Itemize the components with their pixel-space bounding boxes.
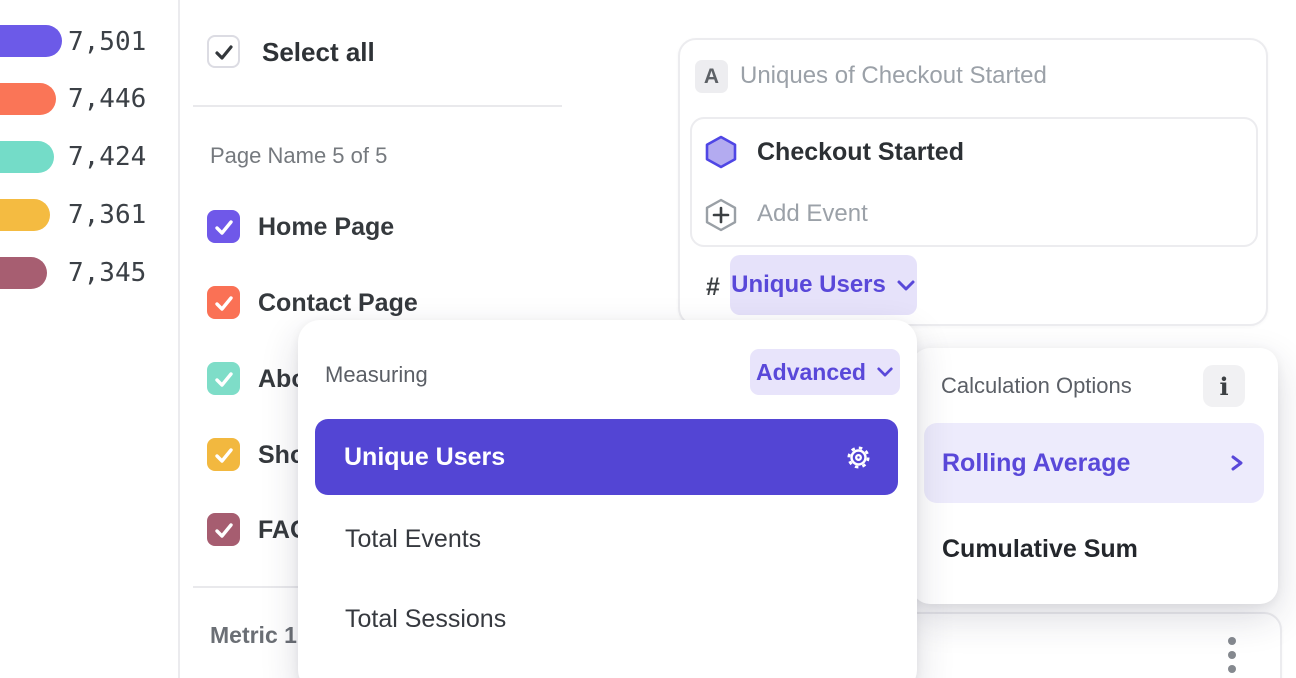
checkbox-shop-page[interactable] (207, 438, 240, 471)
event-group-card (690, 117, 1258, 247)
legend-value: 7,361 (68, 200, 147, 230)
chevron-right-icon (1231, 455, 1243, 471)
checkmark-icon (214, 295, 233, 311)
legend-value: 7,501 (68, 27, 147, 57)
calculation-options-title: Calculation Options (941, 373, 1132, 398)
chevron-down-icon (877, 367, 893, 377)
legend-value: 7,345 (68, 258, 147, 288)
measuring-menu: Measuring Advanced Unique Users Total Ev… (298, 320, 917, 678)
kebab-menu-icon[interactable] (1228, 637, 1236, 673)
measuring-mode-dropdown[interactable]: Advanced (750, 349, 900, 395)
legend-bar (0, 199, 50, 231)
event-hexagon-icon (705, 135, 737, 169)
menu-item-label: Rolling Average (942, 448, 1131, 477)
legend-bar (0, 257, 47, 289)
checkbox-about-page[interactable] (207, 362, 240, 395)
add-event-icon[interactable] (703, 197, 739, 233)
list-item-label[interactable]: Home Page (258, 213, 395, 241)
section-divider (193, 105, 562, 107)
select-all-checkbox[interactable] (207, 35, 240, 68)
legend-value: 7,424 (68, 142, 147, 172)
checkmark-icon (214, 447, 233, 463)
checkmark-icon (214, 219, 233, 235)
panel-divider (178, 0, 180, 678)
gear-icon[interactable] (845, 444, 872, 471)
menu-item-total-sessions[interactable]: Total Sessions (345, 605, 507, 633)
metric-label[interactable]: Metric 1 (210, 622, 297, 648)
menu-item-total-events[interactable]: Total Events (345, 525, 482, 553)
measure-hash-prefix: # (706, 273, 720, 301)
add-event-label[interactable]: Add Event (757, 200, 868, 227)
series-badge: A (695, 60, 728, 93)
checkmark-icon (214, 44, 233, 60)
menu-item-unique-users[interactable]: Unique Users (315, 419, 898, 495)
measuring-title: Measuring (325, 362, 428, 387)
series-name-input[interactable]: Uniques of Checkout Started (740, 62, 1047, 89)
legend-value: 7,446 (68, 84, 147, 114)
event-name[interactable]: Checkout Started (757, 138, 964, 166)
calculation-options-menu: Calculation Options i Rolling Average Cu… (912, 348, 1278, 604)
info-icon[interactable]: i (1203, 365, 1245, 407)
checkbox-home-page[interactable] (207, 210, 240, 243)
group-by-label: Page Name 5 of 5 (210, 143, 388, 168)
checkbox-contact-page[interactable] (207, 286, 240, 319)
checkbox-faq-page[interactable] (207, 513, 240, 546)
menu-item-cumulative-sum[interactable]: Cumulative Sum (942, 535, 1138, 563)
measure-dropdown-value: Unique Users (731, 271, 886, 298)
menu-item-label: Unique Users (344, 442, 506, 471)
measure-dropdown[interactable]: Unique Users (730, 255, 917, 315)
list-item-label[interactable]: Contact Page (258, 289, 418, 317)
menu-item-rolling-average[interactable]: Rolling Average (924, 423, 1264, 503)
checkmark-icon (214, 371, 233, 387)
checkmark-icon (214, 522, 233, 538)
measuring-mode-value: Advanced (756, 358, 866, 385)
legend-bar (0, 25, 62, 57)
select-all-label: Select all (262, 37, 375, 67)
legend-bar (0, 141, 54, 173)
chevron-down-icon (897, 280, 915, 290)
legend-bar (0, 83, 56, 115)
